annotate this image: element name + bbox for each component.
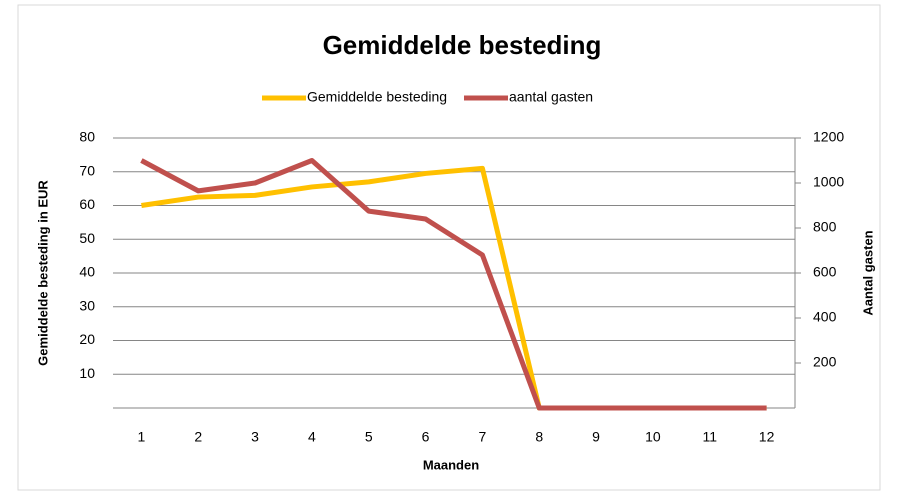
x-tick-label: 12 — [759, 429, 775, 445]
y2-axis-title: Aantal gasten — [860, 230, 875, 315]
y2-tick-label: 1200 — [813, 129, 844, 145]
legend-label: aantal gasten — [509, 89, 593, 105]
legend-label: Gemiddelde besteding — [307, 89, 447, 105]
y-tick-label: 20 — [79, 331, 95, 347]
y-tick-label: 50 — [79, 230, 95, 246]
y-tick-label: 60 — [79, 196, 95, 212]
y2-tick-label: 600 — [813, 264, 837, 280]
x-tick-label: 4 — [308, 429, 316, 445]
y-tick-label: 10 — [79, 365, 95, 381]
y-tick-label: 80 — [79, 129, 95, 145]
x-tick-label: 5 — [365, 429, 373, 445]
chart-title: Gemiddelde besteding — [323, 30, 602, 60]
x-tick-label: 11 — [702, 429, 717, 445]
chart-frame — [17, 4, 881, 491]
x-tick-label: 3 — [251, 429, 259, 445]
y2-tick-label: 800 — [813, 219, 837, 235]
line-series — [140, 158, 767, 411]
x-tick-label: 1 — [138, 429, 146, 445]
x-tick-label: 7 — [479, 429, 487, 445]
y-tick-label: 30 — [79, 297, 95, 313]
x-tick-label: 9 — [592, 429, 600, 445]
y2-tick-label: 1000 — [813, 174, 844, 190]
x-axis-title: Maanden — [423, 457, 479, 472]
x-tick-label: 2 — [194, 429, 202, 445]
x-tick-label: 6 — [422, 429, 430, 445]
y-axis-title: Gemiddelde besteding in EUR — [35, 180, 50, 366]
x-tick-label: 8 — [535, 429, 543, 445]
y-tick-label: 70 — [79, 162, 95, 178]
y2-tick-label: 200 — [813, 354, 837, 370]
x-tick-label: 10 — [645, 429, 661, 445]
y-tick-label: 40 — [79, 264, 95, 280]
y2-tick-label: 400 — [813, 309, 837, 325]
